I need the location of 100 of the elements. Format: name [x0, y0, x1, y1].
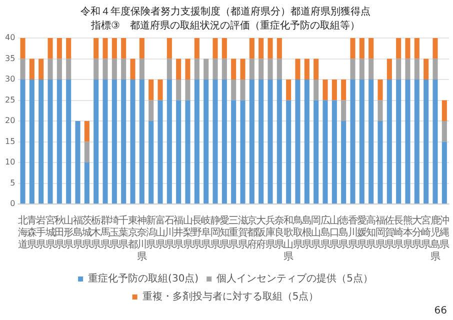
- bar: [56, 58, 62, 80]
- bar: [432, 58, 438, 80]
- bar: [378, 100, 383, 121]
- x-tick-label: 鹿児島県: [430, 214, 440, 263]
- bar: [66, 58, 72, 80]
- bar: [378, 121, 383, 204]
- bar: [396, 58, 402, 80]
- bar: [84, 162, 90, 204]
- y-tick-label: 15: [4, 136, 16, 146]
- bar: [341, 100, 346, 121]
- bar: [359, 58, 364, 80]
- x-tick-label: 栃木県: [91, 214, 102, 251]
- bar: [276, 80, 282, 204]
- x-tick-label: 長野県: [192, 216, 202, 251]
- bar: [166, 38, 172, 59]
- bar: [368, 80, 374, 204]
- bar: [268, 38, 273, 59]
- bar: [56, 38, 62, 59]
- bar: [130, 80, 136, 204]
- y-tick-label: 35: [4, 54, 16, 63]
- bar: [295, 58, 300, 80]
- bar: [414, 38, 420, 59]
- bar: [66, 38, 72, 59]
- x-tick-label: 福島県: [72, 214, 83, 251]
- legend-label: 個人インセンティブの提供（5点）: [216, 272, 373, 285]
- bar: [258, 58, 264, 80]
- bar: [368, 58, 374, 80]
- bar: [442, 142, 447, 204]
- bar: [212, 58, 218, 80]
- y-tick-label: 0: [10, 199, 16, 208]
- bar: [185, 80, 190, 100]
- bar: [322, 100, 328, 204]
- x-tick-label: 宮城県: [44, 214, 56, 251]
- x-tick-label: 島根県: [302, 214, 312, 251]
- bar: [121, 80, 126, 204]
- x-tick-label: 群馬県: [99, 214, 110, 251]
- x-tick-label: 福岡県: [375, 214, 386, 251]
- bar: [66, 80, 72, 204]
- bar: [222, 58, 227, 80]
- bar: [185, 100, 190, 204]
- bar: [332, 100, 337, 204]
- x-tick-label: 千葉県: [118, 214, 129, 251]
- bar: [94, 80, 99, 204]
- bar: [176, 58, 182, 80]
- bar: [405, 38, 410, 59]
- x-tick-label: 石川県: [164, 216, 174, 251]
- x-tick-label: 奈良県: [274, 216, 284, 251]
- bar: [121, 38, 126, 59]
- y-tick-label: 30: [4, 74, 16, 84]
- bar: [176, 80, 182, 100]
- x-tick-label: 鳥取県: [292, 214, 303, 251]
- bar: [268, 80, 273, 204]
- bar: [29, 58, 34, 80]
- bar: [378, 80, 383, 100]
- x-tick-label: 佐賀県: [384, 216, 394, 251]
- bar: [94, 38, 99, 59]
- x-tick-label: 福井県: [174, 214, 184, 251]
- bar: [20, 58, 26, 80]
- bar: [314, 58, 319, 80]
- bar: [212, 80, 218, 204]
- x-tick-label: 宮崎県: [421, 214, 432, 251]
- chart-subtitle: 指標③ 都道府県の取組状況の評価（重症化予防の取組等）: [90, 20, 360, 32]
- bar: [359, 38, 364, 59]
- bar: [414, 80, 420, 204]
- bar: [314, 80, 319, 100]
- bar: [56, 80, 62, 204]
- x-tick-label: 京都府: [246, 214, 257, 251]
- bar: [442, 121, 447, 142]
- bar: [212, 38, 218, 59]
- bar: [48, 80, 53, 204]
- x-tick-label: 愛媛県: [356, 214, 367, 251]
- bar: [148, 80, 154, 100]
- x-tick-label: 高知県: [366, 214, 376, 251]
- bar: [139, 58, 144, 80]
- x-tick-label: 東京都: [128, 214, 138, 251]
- bar: [222, 80, 227, 204]
- y-tick-label: 20: [4, 116, 16, 126]
- bar: [442, 100, 447, 121]
- x-tick-label: 熊本県: [402, 214, 413, 251]
- x-tick-label: 神奈川県: [136, 214, 147, 263]
- bar: [148, 121, 154, 204]
- bar: [341, 80, 346, 100]
- bar: [112, 58, 117, 80]
- x-tick-label: 三重県: [228, 216, 239, 251]
- bar: [102, 80, 108, 204]
- bar: [38, 80, 44, 204]
- bar: [130, 58, 136, 80]
- x-tick-label: 静岡県: [210, 214, 220, 251]
- bar: [166, 80, 172, 204]
- x-tick-label: 大分県: [412, 214, 422, 251]
- bar: [121, 58, 126, 80]
- bar: [84, 142, 90, 162]
- bar: [112, 38, 117, 59]
- bar: [84, 121, 90, 142]
- bar: [94, 58, 99, 80]
- bar: [112, 80, 117, 204]
- x-tick-label: 富山県: [155, 214, 166, 251]
- bar: [295, 80, 300, 204]
- bar: [20, 38, 26, 59]
- bar: [405, 58, 410, 80]
